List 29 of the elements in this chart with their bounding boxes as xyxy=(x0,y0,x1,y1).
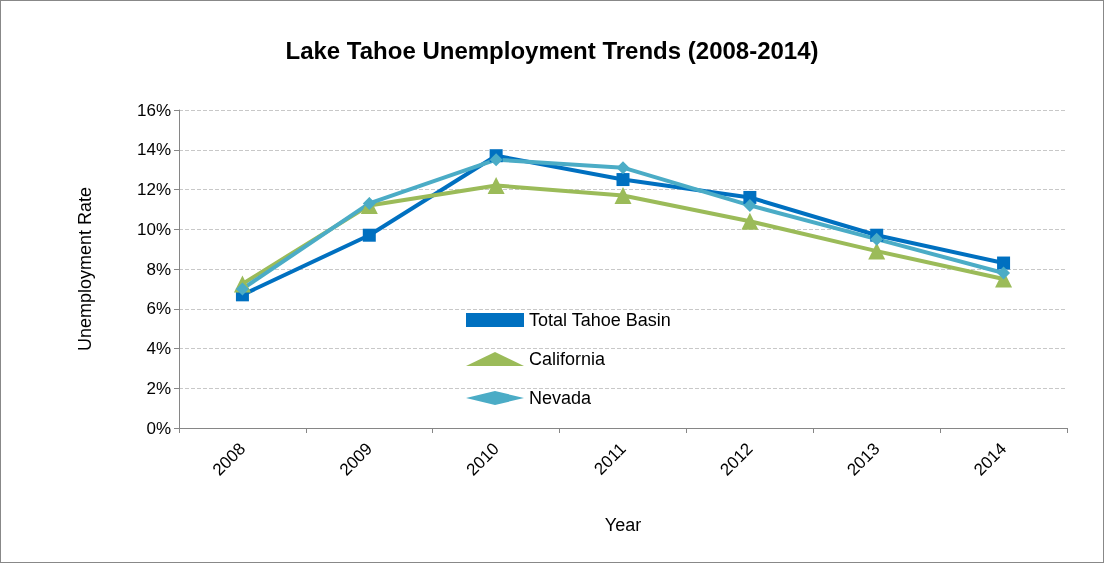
legend-label: Nevada xyxy=(529,388,593,408)
point xyxy=(997,256,1011,270)
point xyxy=(362,228,376,242)
y-tick-label: 6% xyxy=(146,299,171,319)
legend-label: Total Tahoe Basin xyxy=(529,310,671,330)
chart-title: Lake Tahoe Unemployment Trends (2008-2014) xyxy=(285,36,819,64)
y-tick-label: 8% xyxy=(146,259,171,279)
y-tick-label: 14% xyxy=(136,140,171,160)
y-axis-title: Unemployment Rate xyxy=(75,186,95,352)
x-axis-title: Year xyxy=(604,515,642,535)
point xyxy=(868,242,886,260)
y-tick-label: 12% xyxy=(136,180,171,199)
legend-label: California xyxy=(529,349,607,369)
point xyxy=(743,198,757,212)
y-tick-label: 16% xyxy=(136,100,171,120)
y-tick-label: 10% xyxy=(136,219,171,239)
point xyxy=(489,153,503,167)
point xyxy=(741,212,759,230)
point xyxy=(362,196,376,210)
point xyxy=(614,186,632,204)
point xyxy=(487,177,505,195)
point xyxy=(616,161,630,175)
point xyxy=(997,266,1011,280)
y-tick-label: 2% xyxy=(146,378,171,398)
y-tick-label: 0% xyxy=(146,418,171,438)
point xyxy=(870,232,884,246)
point xyxy=(616,173,630,187)
point xyxy=(235,282,249,296)
y-tick-label: 4% xyxy=(146,339,171,358)
